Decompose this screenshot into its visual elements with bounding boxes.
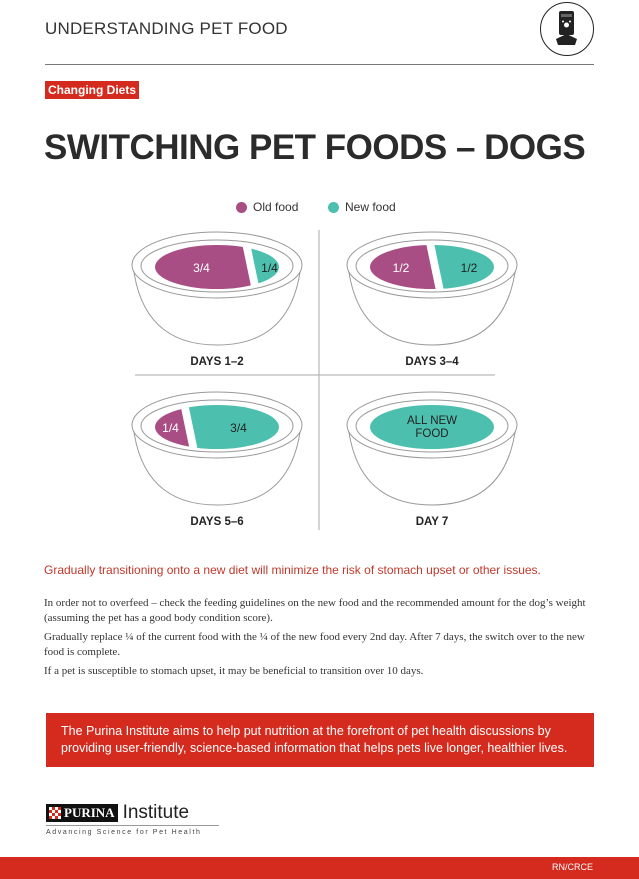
new-food-label: 1/2 (461, 261, 478, 275)
old-food-label: 1/2 (393, 261, 410, 275)
pet-food-bag-icon (540, 2, 594, 56)
document-code: RN/CRCE (551, 862, 593, 872)
legend-new-food: New food (328, 200, 396, 214)
header-divider (45, 64, 594, 65)
old-food-label: 1/4 (162, 421, 179, 435)
header-title: UNDERSTANDING PET FOOD (45, 19, 288, 38)
bowl: 1/4 3/4 DAYS 5–6 (131, 391, 303, 528)
bowl-day-label: DAYS 3–4 (405, 356, 459, 368)
category-tag: Changing Diets (45, 81, 140, 99)
new-food-label: 1/4 (261, 261, 278, 275)
bowl-day-label: DAY 7 (416, 516, 449, 528)
intro-text: Gradually transitioning onto a new diet … (44, 563, 541, 577)
page-title: SWITCHING PET FOODS – DOGS (44, 128, 586, 167)
paragraph: If a pet is susceptible to stomach upset… (44, 665, 424, 677)
checkerboard-icon (49, 807, 61, 819)
bowl: 3/4 1/4 DAYS 1–2 (131, 231, 303, 368)
paragraph: Gradually replace ¼ of the current food … (44, 631, 585, 658)
legend-old-food: Old food (236, 200, 298, 214)
legend-label: Old food (253, 200, 299, 214)
old-food-portion (370, 245, 436, 289)
bowl-day-label: DAYS 1–2 (190, 356, 243, 368)
new-food-label: ALL NEW (407, 415, 457, 427)
new-food-portion (434, 245, 494, 289)
logo-tagline: Advancing Science for Pet Health (46, 825, 219, 836)
old-food-swatch (236, 201, 247, 213)
purina-institute-logo: PURINA Institute (46, 802, 189, 824)
new-food-portion (188, 405, 279, 449)
bowl-day-label: DAYS 5–6 (190, 516, 243, 528)
new-food-label: 3/4 (230, 421, 247, 435)
mission-banner: The Purina Institute aims to help put nu… (46, 713, 594, 767)
bowl: 1/2 1/2 DAYS 3–4 (346, 231, 518, 368)
new-food-swatch (328, 201, 339, 213)
old-food-portion (155, 245, 252, 289)
new-food-label: FOOD (415, 428, 448, 440)
new-food-portion (370, 405, 494, 449)
bowl-diagram: 3/4 1/4 DAYS 1–2 1/2 1/2 DAYS 3–4 1/4 3/4 DAYS 5… (131, 230, 518, 530)
old-food-label: 3/4 (193, 261, 210, 275)
paragraph: In order not to overfeed – check the fee… (44, 597, 586, 624)
footer-bar (0, 857, 639, 879)
legend-label: New food (345, 200, 396, 214)
